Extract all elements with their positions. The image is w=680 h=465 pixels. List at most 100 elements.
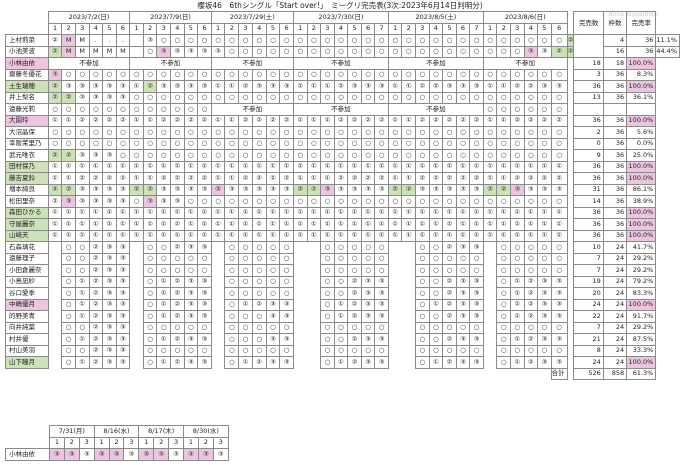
sold-count: 0 — [573, 137, 604, 150]
status-cell: ① — [401, 206, 416, 219]
status-cell: ① — [74, 275, 90, 288]
status-cell: ① — [47, 206, 63, 219]
status-cell: ① — [210, 229, 226, 242]
status-cell: ○ — [360, 149, 376, 162]
status-cell: ② — [374, 114, 389, 127]
empty-cell — [48, 311, 62, 323]
status-cell: ③ — [360, 275, 376, 288]
status-cell: ○ — [360, 321, 376, 334]
member-name: 谷口愛季 — [5, 287, 49, 300]
member-row: 武元唯衣 ② ② ③ ③ ③ ○ ○ ○ ○ ○ ○ ○ ○ ○ ○ ○ ○ ○ ○ ○ ○ ○ ○ ○ ○ ○ ○ ○ ○ ○ ○ ○ ○ ○ ○ ○… — [5, 149, 680, 162]
status-cell: ○ — [415, 137, 430, 150]
status-cell: ① — [197, 229, 212, 242]
member-name: 松田里奈 — [5, 195, 49, 208]
status-cell: ② — [333, 172, 349, 185]
status-cell: ① — [292, 229, 308, 242]
status-cell: ○ — [61, 241, 76, 254]
status-cell: ○ — [509, 252, 525, 265]
status-cell: ① — [509, 356, 525, 369]
status-cell: ① — [442, 160, 457, 173]
slot-count: 24 — [602, 287, 628, 300]
status-cell: ① — [47, 218, 63, 231]
status-cell: ○ — [197, 149, 212, 162]
status-cell: ① — [238, 218, 253, 231]
status-cell: ② — [115, 114, 131, 127]
status-cell: ○ — [469, 34, 484, 47]
status-cell: ○ — [129, 137, 144, 150]
status-cell: ② — [88, 310, 104, 323]
status-cell: ② — [197, 172, 212, 185]
status-cell: ○ — [142, 149, 158, 162]
status-cell: ② — [251, 356, 267, 369]
status-cell: ○ — [224, 241, 240, 254]
status-cell: ③ — [61, 195, 76, 208]
status-cell: ○ — [482, 34, 498, 47]
not-participating: 不参加 — [482, 57, 568, 70]
status-cell: ③ — [550, 80, 568, 93]
status-cell: ○ — [469, 252, 484, 265]
status-cell: ○ — [455, 321, 471, 334]
status-cell: ② — [115, 172, 131, 185]
status-cell: ○ — [169, 252, 185, 265]
status-cell: ① — [183, 218, 199, 231]
status-cell: ② — [455, 172, 471, 185]
status-cell: ○ — [279, 68, 294, 81]
status-cell: ○ — [333, 195, 349, 208]
status-cell: ○ — [333, 275, 349, 288]
status-cell: ○ — [292, 137, 308, 150]
status-cell: ○ — [306, 34, 322, 47]
status-cell: ③ — [360, 310, 376, 323]
empty-cell — [130, 253, 144, 265]
status-cell: ③ — [88, 149, 104, 162]
sellout-table: 2023/7/2(日) 2023/7/9(日) 2023/7/29(土) 2023/7… — [5, 11, 680, 380]
status-cell: ① — [102, 229, 117, 242]
status-cell: ○ — [415, 287, 430, 300]
status-cell: ① — [401, 160, 416, 173]
status-cell: ① — [224, 114, 240, 127]
status-cell: ① — [183, 206, 199, 219]
status-cell: ○ — [183, 344, 199, 357]
status-cell: ③ — [142, 195, 158, 208]
status-cell: ① — [415, 229, 430, 242]
status-cell: ② — [401, 183, 416, 196]
status-cell: ○ — [142, 91, 158, 104]
status-cell: ③ — [156, 45, 171, 58]
status-cell: ① — [482, 229, 498, 242]
status-cell: ① — [61, 160, 76, 173]
status-cell: ① — [292, 160, 308, 173]
sold-count: 10 — [573, 241, 604, 254]
status-cell: ○ — [183, 91, 199, 104]
part-number: 2 — [63, 436, 80, 449]
status-cell: ○ — [61, 310, 76, 323]
status-cell: ○ — [496, 264, 511, 277]
status-cell: ① — [360, 218, 376, 231]
status-cell: ○ — [156, 149, 171, 162]
status-cell: ① — [496, 80, 511, 93]
status-cell: ② — [156, 172, 171, 185]
empty-cell — [293, 276, 307, 288]
status-cell: ○ — [61, 264, 76, 277]
status-cell: ○ — [61, 275, 76, 288]
gap-cell — [567, 311, 574, 323]
status-cell: ○ — [537, 34, 552, 47]
status-cell: ○ — [523, 321, 539, 334]
status-cell: ○ — [469, 264, 484, 277]
status-cell: ○ — [238, 264, 253, 277]
status-cell: ② — [238, 172, 253, 185]
status-cell: ③ — [183, 287, 199, 300]
status-cell: ① — [265, 160, 281, 173]
status-cell: ○ — [265, 149, 281, 162]
status-cell: ○ — [238, 287, 253, 300]
status-cell: ③ — [455, 298, 471, 311]
status-cell: ① — [455, 160, 471, 173]
status-cell: ○ — [224, 321, 240, 334]
status-cell: ○ — [183, 252, 199, 265]
status-cell: ○ — [550, 195, 568, 208]
empty-cell — [402, 276, 416, 288]
status-cell: ○ — [415, 91, 430, 104]
status-cell: ② — [523, 356, 539, 369]
status-cell: ① — [360, 206, 376, 219]
status-cell: ① — [265, 206, 281, 219]
status-cell: ① — [292, 218, 308, 231]
status-cell: ② — [566, 45, 575, 58]
